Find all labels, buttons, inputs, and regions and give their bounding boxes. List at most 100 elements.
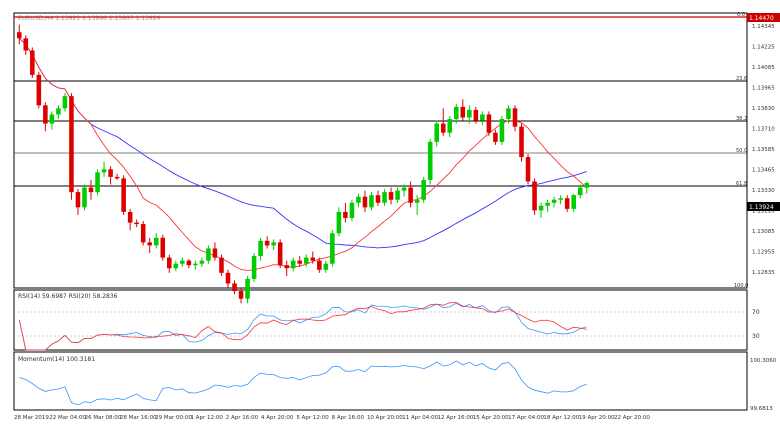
candle-body[interactable]	[245, 278, 250, 299]
candle-body[interactable]	[180, 260, 185, 264]
rsi-20-path	[18, 302, 587, 351]
candle-body[interactable]	[519, 126, 524, 158]
candle-body[interactable]	[467, 109, 472, 118]
candle-body[interactable]	[421, 179, 426, 200]
candle-body[interactable]	[160, 237, 166, 258]
candle-body[interactable]	[506, 108, 511, 120]
candle-body[interactable]	[480, 114, 485, 121]
candle-body[interactable]	[251, 256, 257, 279]
candle-body[interactable]	[349, 202, 355, 218]
price-tick-label: 1.13710	[752, 127, 775, 133]
candle-body[interactable]	[101, 169, 107, 173]
candle-body[interactable]	[49, 114, 55, 124]
candle-body[interactable]	[303, 257, 309, 264]
candle-body[interactable]	[440, 123, 446, 133]
candle-body[interactable]	[493, 132, 498, 142]
main-price-panel[interactable]	[13, 12, 748, 289]
candle-body[interactable]	[140, 224, 146, 243]
price-axis: 1.14345 1.14225 1.14085 1.13965 1.13830 1.137…	[752, 24, 775, 276]
candle-body[interactable]	[369, 195, 374, 208]
candle-body[interactable]	[323, 263, 329, 270]
candle-body[interactable]	[343, 211, 348, 218]
candle-body[interactable]	[69, 96, 74, 193]
candle-body[interactable]	[473, 109, 479, 121]
candle-body[interactable]	[512, 108, 518, 127]
rsi-panel[interactable]	[13, 289, 748, 351]
candle-body[interactable]	[219, 257, 224, 273]
candle-body[interactable]	[186, 260, 192, 266]
candle-body[interactable]	[56, 108, 61, 115]
momentum-label: Momentum(14) 100.3181	[18, 356, 95, 363]
candle-body[interactable]	[212, 248, 218, 258]
candle-body[interactable]	[95, 172, 100, 193]
candle-body[interactable]	[538, 205, 544, 211]
candle-body[interactable]	[108, 169, 113, 177]
candle-body[interactable]	[199, 260, 205, 264]
candle-body[interactable]	[36, 74, 42, 106]
candle-body[interactable]	[388, 192, 394, 200]
momentum-panel[interactable]	[13, 351, 748, 411]
candle-body[interactable]	[584, 182, 590, 188]
candle-body[interactable]	[134, 222, 139, 225]
candle-body[interactable]	[290, 260, 296, 269]
candle-body[interactable]	[447, 119, 453, 133]
candle-body[interactable]	[167, 257, 172, 269]
candle-body[interactable]	[408, 187, 413, 203]
candle-body[interactable]	[232, 283, 237, 292]
candle-body[interactable]	[375, 195, 381, 203]
candle-body[interactable]	[395, 190, 400, 200]
candle-body[interactable]	[264, 240, 270, 246]
candle-body[interactable]	[127, 211, 133, 223]
candle-body[interactable]	[577, 187, 583, 196]
candle-body[interactable]	[525, 157, 531, 182]
candle-body[interactable]	[532, 181, 537, 211]
candle-body[interactable]	[414, 199, 420, 203]
candle-body[interactable]	[571, 195, 576, 209]
candle-body[interactable]	[545, 202, 550, 206]
momentum-line	[19, 360, 587, 406]
candle-body[interactable]	[336, 211, 342, 234]
candle-body[interactable]	[454, 106, 459, 120]
candle-body[interactable]	[460, 106, 466, 118]
candle-body[interactable]	[43, 105, 48, 124]
candle-body[interactable]	[193, 263, 198, 266]
fib-label-61: 61.8	[736, 181, 747, 187]
candle-body[interactable]	[277, 242, 283, 266]
candle-body[interactable]	[238, 291, 244, 299]
candle-body[interactable]	[153, 237, 159, 246]
candle-body[interactable]	[434, 123, 439, 142]
candle-body[interactable]	[284, 265, 289, 269]
candle-body[interactable]	[310, 257, 316, 261]
candle-body[interactable]	[362, 196, 368, 208]
fib-top-marker: 0.0	[737, 12, 745, 18]
candle-body[interactable]	[499, 119, 505, 142]
candle-body[interactable]	[23, 38, 29, 51]
candle-body[interactable]	[427, 141, 433, 180]
candle-body[interactable]	[271, 242, 276, 246]
candle-body[interactable]	[356, 196, 361, 203]
candle-body[interactable]	[206, 248, 211, 261]
candle-body[interactable]	[225, 272, 231, 284]
candle-body[interactable]	[317, 260, 322, 270]
candle-body[interactable]	[30, 50, 35, 75]
candle-body[interactable]	[82, 187, 87, 208]
candle-body[interactable]	[297, 260, 303, 264]
candle-body[interactable]	[88, 187, 94, 193]
candle-body[interactable]	[551, 199, 557, 203]
candle-body[interactable]	[121, 178, 126, 212]
candle-body[interactable]	[401, 187, 407, 191]
candle-body[interactable]	[173, 263, 179, 269]
candle-body[interactable]	[258, 240, 263, 257]
candle-body[interactable]	[114, 176, 120, 179]
candle-body[interactable]	[75, 192, 81, 208]
candle-body[interactable]	[147, 242, 152, 246]
candle-body[interactable]	[564, 198, 570, 209]
candle-body[interactable]	[62, 96, 68, 109]
candle-body[interactable]	[486, 114, 492, 133]
candle-body[interactable]	[382, 192, 387, 203]
candle-body[interactable]	[16, 32, 22, 39]
candle-body[interactable]	[330, 233, 335, 264]
candle-body[interactable]	[558, 198, 563, 200]
